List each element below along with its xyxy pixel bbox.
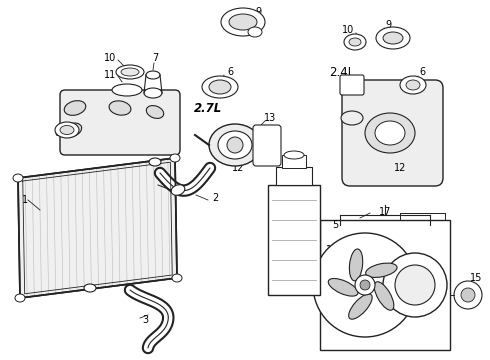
Text: 12: 12	[394, 163, 406, 173]
Text: 2: 2	[212, 193, 218, 203]
Text: 1: 1	[22, 195, 28, 205]
Circle shape	[454, 281, 482, 309]
Text: 10: 10	[104, 53, 116, 63]
Text: 7: 7	[347, 87, 353, 97]
Ellipse shape	[349, 249, 363, 281]
Ellipse shape	[13, 174, 23, 182]
Ellipse shape	[170, 154, 180, 162]
Text: 11: 11	[104, 70, 116, 80]
Ellipse shape	[146, 71, 160, 79]
Ellipse shape	[365, 113, 415, 153]
Ellipse shape	[344, 34, 366, 50]
Text: 14: 14	[326, 245, 338, 255]
Text: 15: 15	[470, 273, 482, 283]
Text: 12: 12	[232, 163, 244, 173]
Ellipse shape	[62, 123, 82, 137]
Ellipse shape	[375, 121, 405, 145]
Ellipse shape	[366, 263, 397, 278]
Text: 3: 3	[142, 315, 148, 325]
Text: 13: 13	[264, 113, 276, 123]
Ellipse shape	[55, 122, 79, 138]
Text: 6: 6	[227, 67, 233, 77]
Text: 7: 7	[152, 53, 158, 63]
Circle shape	[313, 233, 417, 337]
Circle shape	[383, 253, 447, 317]
Ellipse shape	[376, 27, 410, 49]
Ellipse shape	[341, 111, 363, 125]
Ellipse shape	[349, 38, 361, 46]
Text: 16: 16	[372, 243, 384, 253]
Circle shape	[227, 137, 243, 153]
Ellipse shape	[172, 274, 182, 282]
Ellipse shape	[400, 76, 426, 94]
Ellipse shape	[406, 80, 420, 90]
Ellipse shape	[116, 65, 144, 79]
Text: 10: 10	[342, 25, 354, 35]
Ellipse shape	[383, 32, 403, 44]
Circle shape	[360, 280, 370, 290]
Ellipse shape	[147, 105, 164, 118]
Ellipse shape	[84, 284, 96, 292]
Text: 9: 9	[385, 20, 391, 30]
Ellipse shape	[349, 294, 372, 319]
Text: 4: 4	[162, 178, 168, 188]
Bar	[268, 185, 320, 295]
Ellipse shape	[149, 158, 161, 166]
Text: 2.7L: 2.7L	[194, 102, 222, 114]
Ellipse shape	[229, 14, 257, 30]
Ellipse shape	[218, 131, 252, 159]
Circle shape	[355, 275, 375, 295]
FancyBboxPatch shape	[342, 80, 443, 186]
FancyBboxPatch shape	[253, 125, 281, 166]
Ellipse shape	[171, 185, 185, 195]
Ellipse shape	[60, 126, 74, 135]
Bar	[320, 220, 450, 350]
Ellipse shape	[112, 84, 142, 96]
Polygon shape	[18, 158, 177, 298]
Circle shape	[461, 288, 475, 302]
Ellipse shape	[284, 151, 304, 159]
Ellipse shape	[209, 124, 261, 166]
Ellipse shape	[221, 8, 265, 36]
Ellipse shape	[144, 88, 162, 98]
Ellipse shape	[209, 80, 231, 94]
Text: 9: 9	[255, 7, 261, 17]
FancyBboxPatch shape	[340, 75, 364, 95]
Ellipse shape	[64, 101, 86, 115]
Bar	[276, 167, 312, 185]
Circle shape	[395, 265, 435, 305]
Ellipse shape	[248, 27, 262, 37]
Bar	[282, 155, 306, 168]
Ellipse shape	[15, 294, 25, 302]
Text: 17: 17	[379, 207, 391, 217]
Ellipse shape	[374, 282, 394, 310]
Text: 6: 6	[419, 67, 425, 77]
Ellipse shape	[202, 76, 238, 98]
Text: 8: 8	[54, 128, 60, 138]
Text: 5: 5	[332, 220, 338, 230]
Text: 2.4L: 2.4L	[329, 66, 355, 78]
Ellipse shape	[121, 68, 139, 76]
FancyBboxPatch shape	[60, 90, 180, 155]
Ellipse shape	[328, 279, 358, 296]
Ellipse shape	[109, 101, 131, 115]
